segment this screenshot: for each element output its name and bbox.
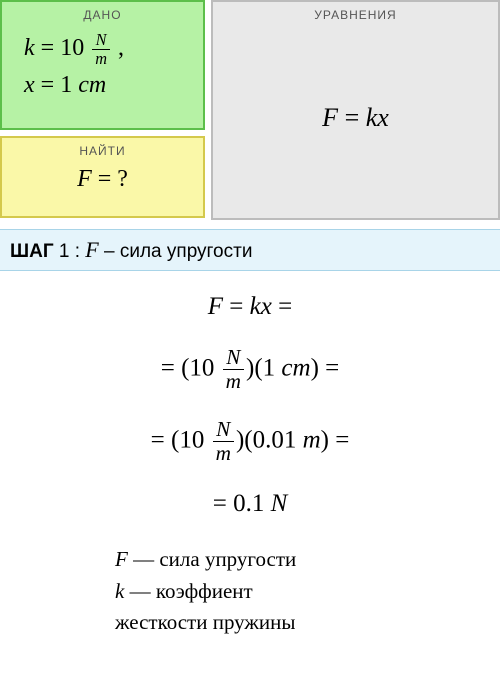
sol1-end: = — [272, 293, 292, 320]
sol4-N: N — [271, 490, 288, 517]
sol3-b: )(0.01 — [236, 426, 303, 453]
sol2-d: ) = — [311, 354, 340, 381]
find-box: НАЙТИ F = ? — [0, 136, 205, 218]
x-val: = 1 — [35, 72, 79, 98]
solution-line-2: = (10 Nm)(1 cm) = — [20, 347, 480, 393]
k-unit-num: N — [92, 32, 110, 50]
formula-F: F — [322, 103, 338, 132]
given-box: ДАНО k = 10 Nm , x = 1 cm — [0, 0, 205, 130]
k-unit-den: m — [92, 50, 110, 67]
legend-k-desc: — коэффиент — [124, 579, 252, 603]
step-label: ШАГ — [10, 241, 54, 262]
sol3-a: = (10 — [151, 426, 211, 453]
step-var: F — [85, 237, 98, 262]
equations-box: УРАВНЕНИЯ F = kx — [211, 0, 500, 220]
sol4-a: = 0.1 — [213, 490, 271, 517]
given-content: k = 10 Nm , x = 1 cm — [10, 30, 195, 103]
legend-f-row: F — сила упругости — [115, 544, 480, 576]
main-formula: F = kx — [322, 103, 389, 133]
legend-k-row2: жесткости пружины — [115, 607, 480, 639]
step-desc: – сила упругости — [99, 241, 253, 262]
formula-kx: kx — [366, 103, 389, 132]
legend-k-row: k — коэффиент — [115, 576, 480, 608]
find-header: НАЙТИ — [10, 144, 195, 158]
solution-line-1: F = kx = — [20, 293, 480, 321]
formula-eq: = — [338, 103, 366, 132]
step-num: 1 : — [54, 241, 86, 262]
x-var: x — [24, 72, 35, 98]
sol2-den: m — [223, 370, 244, 392]
sol1-eq: = — [223, 293, 250, 320]
sol2-cm: cm — [281, 354, 310, 381]
left-column: ДАНО k = 10 Nm , x = 1 cm НАЙТИ F = ? — [0, 0, 205, 220]
sol2-num: N — [223, 347, 244, 370]
equations-header: УРАВНЕНИЯ — [221, 8, 490, 22]
find-eq: = ? — [92, 166, 128, 192]
k-var: k — [24, 35, 35, 61]
sol2-a: = (10 — [161, 354, 221, 381]
legend-f-desc: — сила упругости — [128, 547, 296, 571]
solution-line-3: = (10 Nm)(0.01 m) = — [20, 419, 480, 465]
k-eq: = 10 — [35, 35, 91, 61]
sol3-d: ) = — [321, 426, 350, 453]
legend-k-var: k — [115, 579, 124, 603]
solution-block: F = kx = = (10 Nm)(1 cm) = = (10 Nm)(0.0… — [0, 271, 500, 649]
legend-f-var: F — [115, 547, 128, 571]
x-unit: cm — [78, 72, 106, 98]
equations-content: F = kx — [221, 30, 490, 206]
step-bar: ШАГ 1 : F – сила упругости — [0, 229, 500, 271]
find-var: F — [77, 166, 92, 192]
sol3-m: m — [303, 426, 321, 453]
sol3-frac: Nm — [213, 419, 234, 465]
sol3-num: N — [213, 419, 234, 442]
k-unit-frac: Nm — [92, 32, 110, 68]
sol2-frac: Nm — [223, 347, 244, 393]
find-content: F = ? — [10, 166, 195, 193]
top-panels: ДАНО k = 10 Nm , x = 1 cm НАЙТИ F = ? УР… — [0, 0, 500, 220]
sol1-F: F — [208, 293, 223, 320]
given-header: ДАНО — [10, 8, 195, 22]
legend-block: F — сила упругости k — коэффиент жесткос… — [20, 544, 480, 639]
sol3-den: m — [213, 442, 234, 464]
k-comma: , — [112, 35, 124, 61]
solution-line-4: = 0.1 N — [20, 490, 480, 518]
sol2-b: )(1 — [246, 354, 281, 381]
sol1-kx: kx — [250, 293, 272, 320]
